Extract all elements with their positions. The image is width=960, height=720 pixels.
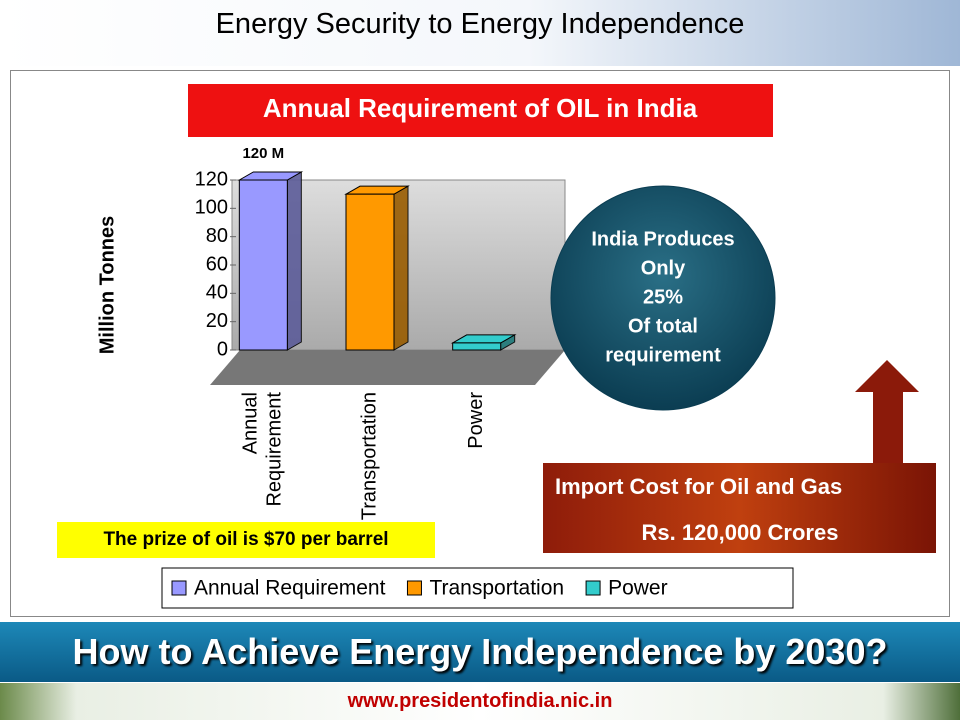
chart-title-box	[188, 84, 773, 137]
circle-text: Only	[641, 257, 686, 279]
legend-label: Power	[608, 577, 668, 600]
circle-text: 25%	[643, 286, 683, 308]
legend-label: Transportation	[429, 577, 564, 600]
legend-swatch	[406, 580, 422, 596]
bar	[452, 342, 502, 351]
floor	[210, 350, 565, 385]
banner: How to Achieve Energy Independence by 20…	[0, 622, 960, 682]
y-tick-label: 20	[206, 310, 228, 332]
bar	[238, 179, 288, 351]
note: The prize of oil is $70 per barrel	[103, 529, 388, 550]
import-title: Import Cost for Oil and Gas	[555, 474, 842, 499]
up-arrow	[855, 360, 919, 465]
legend-swatch	[171, 580, 187, 596]
y-tick-label: 80	[206, 225, 228, 247]
value-label: 120 M	[242, 145, 284, 162]
x-tick-label: Transportation	[358, 392, 380, 520]
header-title: Energy Security to Energy Independence	[215, 8, 745, 40]
import-box	[543, 463, 936, 553]
y-tick-label: 120	[195, 168, 228, 190]
import-value: Rs. 120,000 Crores	[642, 520, 839, 545]
y-tick-label: 40	[206, 282, 228, 304]
x-tick-label: Power	[465, 392, 487, 449]
x-tick-label: Annual Requirement	[240, 392, 286, 507]
legend-swatch	[585, 580, 601, 596]
y-tick-label: 0	[217, 338, 228, 360]
bar-side	[286, 171, 302, 351]
footer: www.presidentofindia.nic.in	[0, 683, 960, 720]
chart: Annual Requirement of OIL in India Milli…	[57, 84, 936, 609]
y-axis-label: Million Tonnes	[96, 216, 118, 355]
header: Energy Security to Energy Independence	[0, 0, 960, 66]
circle-text: Of total	[628, 315, 698, 337]
circle-text: India Produces	[591, 228, 734, 250]
y-tick-label: 60	[206, 253, 228, 275]
legend	[161, 567, 794, 609]
y-tick-label: 100	[195, 197, 228, 219]
circle-text: requirement	[605, 344, 721, 366]
bar	[345, 193, 395, 351]
callout-circle	[550, 185, 776, 411]
bar-side	[393, 185, 409, 351]
legend-label: Annual Requirement	[194, 577, 386, 600]
note-box	[57, 522, 435, 558]
chart-title: Annual Requirement of OIL in India	[263, 93, 698, 123]
